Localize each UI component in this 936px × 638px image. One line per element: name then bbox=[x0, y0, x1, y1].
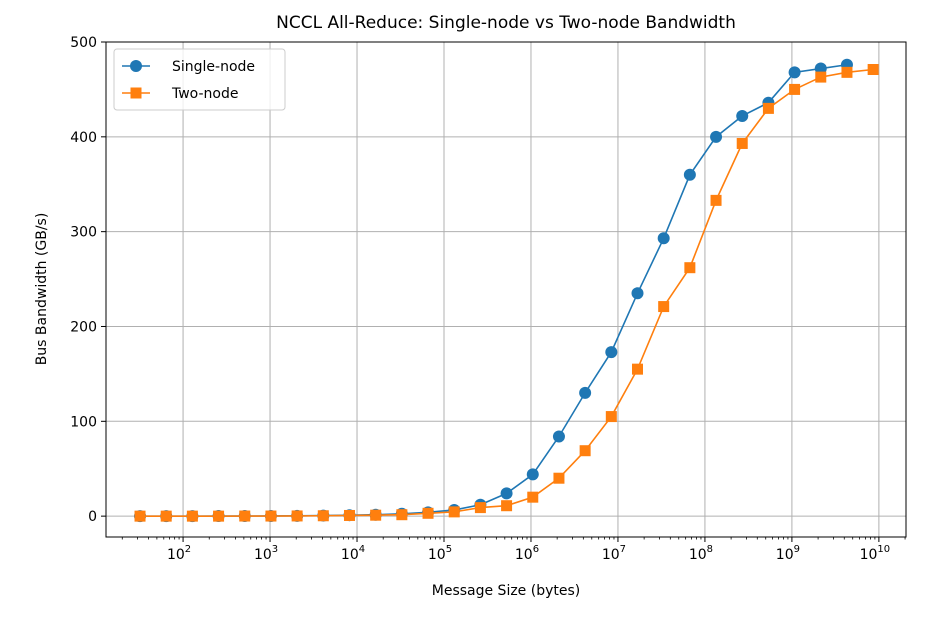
data-point-two-node bbox=[710, 194, 722, 206]
data-point-single-node bbox=[814, 62, 827, 75]
data-point-two-node bbox=[631, 363, 643, 375]
data-point-single-node bbox=[710, 130, 723, 143]
data-point-single-node bbox=[526, 468, 539, 481]
data-point-single-node bbox=[579, 386, 592, 399]
data-point-two-node bbox=[736, 137, 748, 149]
data-point-two-node bbox=[684, 262, 696, 274]
data-point-two-node bbox=[134, 510, 146, 522]
data-point-two-node bbox=[396, 509, 408, 521]
data-point-two-node bbox=[239, 510, 251, 522]
data-point-two-node bbox=[658, 301, 670, 313]
data-point-two-node bbox=[579, 445, 591, 457]
y-tick-label: 500 bbox=[70, 35, 97, 51]
x-axis-label: Message Size (bytes) bbox=[432, 583, 581, 599]
data-point-single-node bbox=[552, 430, 565, 443]
data-point-two-node bbox=[789, 83, 801, 95]
data-point-two-node bbox=[448, 506, 460, 518]
legend-label-single-node: Single-node bbox=[172, 59, 255, 75]
data-point-single-node bbox=[631, 287, 644, 300]
data-point-single-node bbox=[788, 66, 801, 79]
y-axis-label: Bus Bandwidth (GB/s) bbox=[34, 213, 50, 366]
data-point-two-node bbox=[213, 510, 225, 522]
y-tick-label: 200 bbox=[70, 319, 97, 335]
data-point-two-node bbox=[553, 472, 565, 484]
data-point-two-node bbox=[815, 71, 827, 83]
legend-box bbox=[113, 48, 286, 111]
x-tick-label: 109 bbox=[776, 544, 800, 563]
data-point-two-node bbox=[186, 510, 198, 522]
data-point-single-node bbox=[736, 109, 749, 122]
legend: Single-node Two-node bbox=[113, 48, 286, 111]
x-tick-label: 103 bbox=[254, 544, 278, 563]
data-point-two-node bbox=[160, 510, 172, 522]
series-line-single-node bbox=[140, 63, 848, 517]
y-tick-label: 0 bbox=[88, 509, 97, 525]
y-tick-label: 400 bbox=[70, 130, 97, 146]
legend-label-two-node: Two-node bbox=[171, 86, 239, 102]
x-tick-label: 104 bbox=[341, 544, 365, 563]
data-point-two-node bbox=[867, 64, 879, 75]
data-point-single-node bbox=[657, 232, 670, 245]
data-point-two-node bbox=[474, 502, 486, 514]
grid bbox=[106, 41, 906, 537]
data-point-two-node bbox=[841, 66, 853, 78]
data-point-two-node bbox=[343, 509, 355, 521]
series-layer bbox=[134, 58, 879, 523]
data-point-single-node bbox=[683, 168, 696, 181]
data-point-two-node bbox=[370, 509, 382, 521]
y-tick-label: 300 bbox=[70, 225, 97, 241]
data-point-two-node bbox=[422, 507, 434, 519]
data-point-two-node bbox=[265, 510, 277, 522]
legend-marker-single-node bbox=[130, 60, 142, 72]
data-point-two-node bbox=[527, 491, 539, 503]
y-tick-label: 100 bbox=[70, 414, 97, 430]
y-axis: 0 100 200 300 400 500 bbox=[70, 35, 106, 525]
chart-title: NCCL All-Reduce: Single-node vs Two-node… bbox=[276, 13, 736, 33]
x-axis: 102 103 104 105 106 107 108 109 1010 bbox=[121, 537, 906, 563]
data-point-single-node bbox=[500, 487, 513, 500]
data-point-two-node bbox=[605, 411, 617, 423]
data-point-single-node bbox=[605, 346, 618, 359]
x-tick-label: 106 bbox=[515, 544, 539, 563]
x-tick-label: 107 bbox=[602, 544, 626, 563]
x-tick-label: 102 bbox=[167, 544, 191, 563]
data-point-two-node bbox=[501, 500, 513, 512]
plot-frame bbox=[105, 41, 907, 538]
x-tick-label: 1010 bbox=[860, 544, 891, 563]
x-tick-label: 108 bbox=[689, 544, 713, 563]
x-tick-label: 105 bbox=[428, 544, 452, 563]
data-point-two-node bbox=[762, 102, 774, 114]
data-point-two-node bbox=[317, 510, 329, 522]
legend-marker-two-node bbox=[130, 87, 142, 99]
data-point-two-node bbox=[291, 510, 303, 522]
